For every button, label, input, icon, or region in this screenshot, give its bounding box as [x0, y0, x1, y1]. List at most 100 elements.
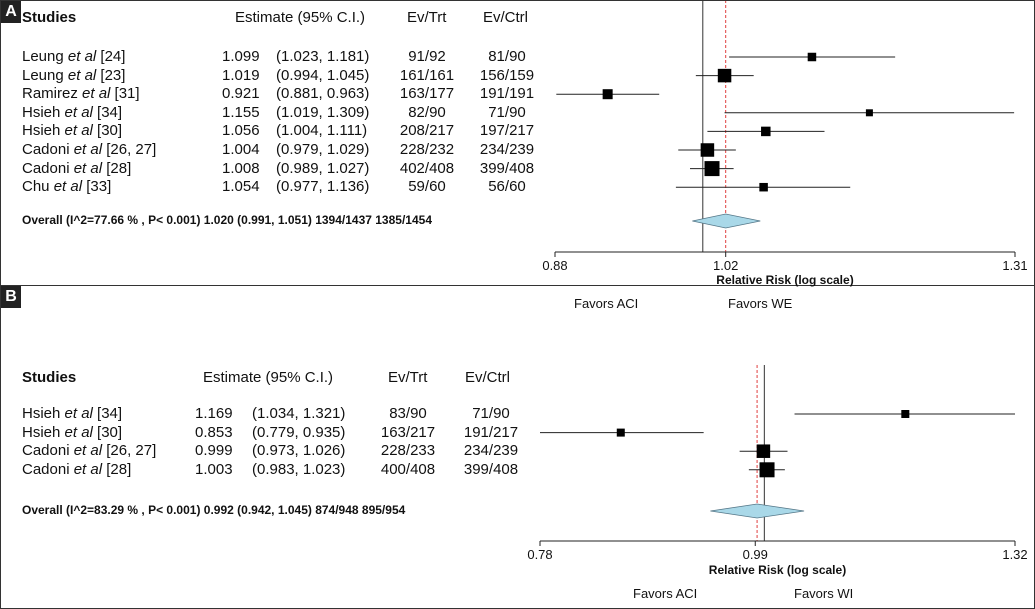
- study-ev-trt: 400/408: [380, 460, 436, 478]
- study-et-al: et al: [69, 460, 107, 478]
- point-estimate-square: [756, 444, 771, 458]
- study-ref: [28]: [106, 460, 132, 478]
- study-ref: [28]: [106, 159, 132, 177]
- study-name: Cadoni et al [26, 27]: [22, 141, 156, 158]
- study-ev-trt: 208/217: [399, 122, 455, 140]
- study-et-al: et al: [60, 122, 98, 140]
- study-ev-trt: 228/233: [380, 442, 436, 460]
- study-ci: (0.994, 1.045): [276, 66, 370, 84]
- study-author: Cadoni: [22, 442, 70, 460]
- study-ev-ctrl: 81/90: [488, 48, 526, 65]
- study-ev-ctrl: 234/239: [463, 442, 519, 460]
- study-et-al: et al: [63, 48, 101, 65]
- study-estimate: 1.004: [222, 141, 260, 158]
- study-ref: [34]: [97, 405, 123, 422]
- header-estimate: Estimate (95% C.I.): [203, 369, 334, 386]
- study-name: Hsieh et al [30]: [22, 122, 122, 139]
- study-ci: (0.779, 0.935): [252, 423, 346, 441]
- study-ci: (0.977, 1.136): [276, 178, 370, 196]
- study-ci: (0.983, 1.023): [252, 460, 346, 478]
- study-ref: [31]: [114, 85, 140, 103]
- favors-left-label: Favors ACI: [574, 296, 639, 311]
- study-ev-trt: 161/161: [399, 66, 455, 84]
- point-estimate-square: [901, 410, 910, 418]
- study-et-al: et al: [63, 66, 101, 84]
- study-ref: [33]: [86, 178, 112, 196]
- study-estimate: 1.054: [222, 178, 260, 196]
- study-estimate: 1.008: [222, 159, 260, 177]
- study-author: Cadoni: [22, 159, 70, 177]
- header-studies: Studies: [22, 369, 77, 386]
- study-author: Leung: [22, 66, 64, 84]
- study-author: Cadoni: [22, 141, 70, 158]
- study-name: Leung et al [23]: [22, 67, 125, 84]
- study-ev-trt: 163/177: [399, 85, 455, 103]
- header-ev-trt: Ev/Trt: [388, 369, 428, 386]
- study-ref: [30]: [97, 122, 123, 140]
- study-estimate: 1.019: [222, 66, 260, 84]
- study-ev-ctrl: 71/90: [472, 405, 510, 422]
- study-name: Cadoni et al [26, 27]: [22, 442, 156, 459]
- study-estimate: 1.169: [195, 405, 233, 422]
- study-estimate: 1.155: [222, 103, 260, 121]
- study-ref: [26, 27]: [106, 141, 157, 158]
- study-ci: (0.989, 1.027): [276, 159, 370, 177]
- overall-summary: Overall (I^2=77.66 % , P< 0.001) 1.020 (…: [22, 213, 432, 227]
- study-ev-trt: 402/408: [399, 159, 455, 177]
- point-estimate-square: [759, 462, 775, 478]
- x-tick-label: 1.32: [1002, 547, 1028, 562]
- study-name: Ramirez et al [31]: [22, 85, 140, 102]
- x-axis-title: Relative Risk (log scale): [708, 563, 847, 577]
- point-estimate-square: [602, 89, 613, 100]
- study-name: Chu et al [33]: [22, 178, 111, 195]
- study-ci: (1.019, 1.309): [276, 103, 370, 121]
- study-estimate: 0.999: [195, 442, 233, 460]
- study-ref: [26, 27]: [106, 442, 157, 460]
- study-ci: (0.979, 1.029): [276, 141, 370, 158]
- study-ev-trt: 82/90: [408, 103, 446, 121]
- study-author: Ramirez: [22, 85, 78, 103]
- overall-diamond: [692, 213, 761, 229]
- study-et-al: et al: [49, 178, 87, 196]
- header-ev-ctrl: Ev/Ctrl: [465, 369, 510, 386]
- x-tick-label: 0.99: [742, 547, 768, 562]
- study-name: Cadoni et al [28]: [22, 461, 131, 478]
- favors-left-label: Favors ACI: [633, 586, 698, 601]
- study-ev-ctrl: 197/217: [479, 122, 535, 140]
- study-author: Leung: [22, 48, 64, 65]
- study-name: Cadoni et al [28]: [22, 160, 131, 177]
- point-estimate-square: [865, 109, 873, 117]
- study-ev-trt: 163/217: [380, 423, 436, 441]
- x-tick-label: 0.88: [542, 258, 568, 273]
- point-estimate-square: [759, 182, 768, 192]
- overall-diamond: [710, 503, 805, 519]
- study-ev-ctrl: 156/159: [479, 66, 535, 84]
- study-et-al: et al: [60, 405, 98, 422]
- x-tick-label: 1.02: [713, 258, 739, 273]
- panel-letter-b: B: [1, 286, 21, 308]
- favors-right-label: Favors WI: [794, 586, 854, 601]
- study-ref: [34]: [97, 103, 123, 121]
- point-estimate-square: [704, 161, 720, 177]
- study-ref: [30]: [97, 423, 123, 441]
- study-author: Chu: [22, 178, 50, 196]
- study-ci: (1.004, 1.111): [276, 122, 368, 140]
- study-estimate: 1.056: [222, 122, 260, 140]
- study-ev-ctrl: 399/408: [479, 159, 535, 177]
- study-et-al: et al: [77, 85, 115, 103]
- study-author: Cadoni: [22, 460, 70, 478]
- point-estimate-square: [700, 143, 715, 157]
- study-ci: (1.034, 1.321): [252, 405, 346, 422]
- study-estimate: 1.003: [195, 460, 233, 478]
- study-et-al: et al: [69, 141, 107, 158]
- study-ref: [23]: [100, 66, 126, 84]
- study-et-al: et al: [69, 159, 107, 177]
- overall-summary: Overall (I^2=83.29 % , P< 0.001) 0.992 (…: [22, 503, 406, 517]
- study-et-al: et al: [69, 442, 107, 460]
- study-ci: (0.881, 0.963): [276, 85, 370, 103]
- study-ev-trt: 83/90: [389, 405, 427, 422]
- panel-letter-a: A: [1, 1, 21, 23]
- study-name: Leung et al [24]: [22, 48, 125, 65]
- study-et-al: et al: [60, 103, 98, 121]
- study-author: Hsieh: [22, 103, 61, 121]
